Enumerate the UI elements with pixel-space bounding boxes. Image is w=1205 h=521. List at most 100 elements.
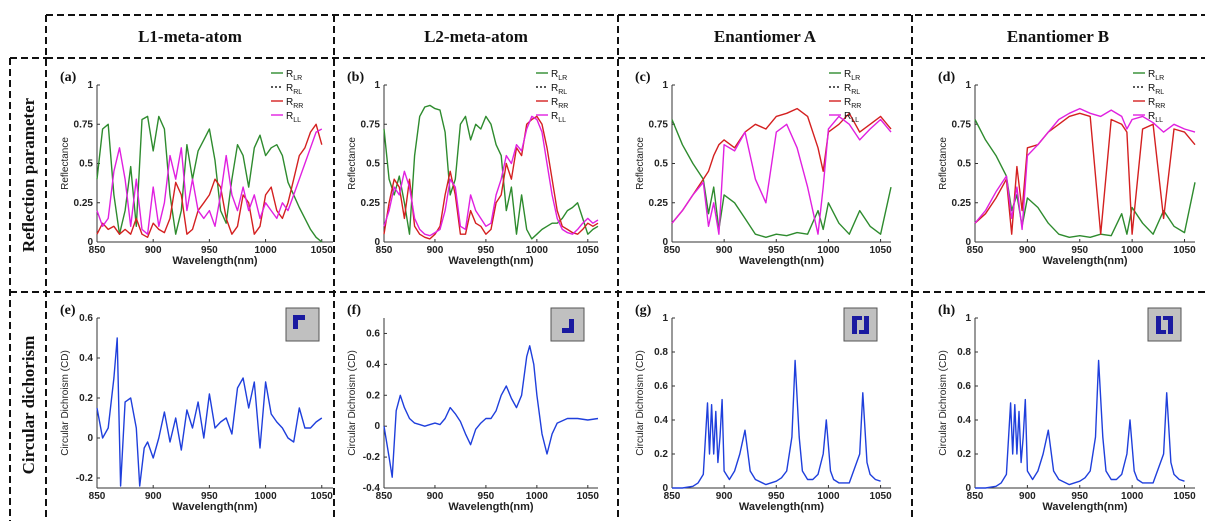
y-tick-label: 0.25 — [74, 198, 94, 209]
y-axis-title: Circular Dichroism (CD) — [347, 350, 358, 456]
y-axis-title: Circular Dichroism (CD) — [938, 350, 949, 456]
header-l1-meta-atom: L1-meta-atom — [138, 27, 242, 46]
y-tick-label: 0.5 — [366, 159, 380, 170]
inset-shape — [293, 315, 298, 329]
series-line-r-ll — [974, 107, 1196, 231]
y-tick-label: 0.75 — [74, 119, 94, 130]
x-axis-title: Wavelength(nm) — [448, 255, 533, 267]
x-tick-label: 1000 — [817, 491, 840, 502]
y-tick-label: 0 — [965, 483, 971, 494]
y-tick-label: 0.5 — [654, 159, 668, 170]
y-tick-label: 0.75 — [649, 119, 669, 130]
x-tick-label: 900 — [427, 491, 444, 502]
series-line-r-lr — [96, 115, 323, 243]
legend-label: RLR — [551, 69, 567, 82]
legend-label-subscript: LL — [851, 117, 859, 124]
x-tick-label: 900 — [427, 245, 444, 256]
y-tick-label: 0.2 — [957, 449, 971, 460]
legend-label-subscript: RR — [1155, 103, 1165, 110]
y-axis-title: Reflectance — [938, 137, 949, 190]
legend-label: RRR — [1148, 97, 1165, 110]
y-tick-label: 0.2 — [79, 393, 93, 404]
inset-background — [1147, 307, 1182, 342]
panel-label: (f) — [347, 303, 361, 318]
legend-label: RRL — [551, 83, 567, 96]
y-tick-label: 1 — [374, 80, 380, 91]
x-axis-title: Wavelength(nm) — [739, 501, 824, 513]
y-axis-title: Reflectance — [347, 137, 358, 190]
y-tick-label: 1 — [965, 313, 971, 324]
x-tick-label: 850 — [89, 491, 106, 502]
y-tick-label: -0.4 — [363, 483, 381, 494]
legend-label: RLR — [1148, 69, 1164, 82]
y-tick-label: 0 — [87, 433, 93, 444]
panel-label: (h) — [938, 303, 955, 318]
y-tick-label: 0.2 — [366, 390, 380, 401]
cd-curve — [975, 359, 1185, 489]
x-tick-label: 1000 — [1121, 245, 1144, 256]
x-axis-title: Wavelength(nm) — [739, 255, 824, 267]
x-tick-label: 950 — [768, 491, 785, 502]
y-tick-label: 1 — [662, 80, 668, 91]
y-tick-label: 0 — [662, 237, 668, 248]
panel-a: 850 900 950 1000 1050 0 0.25 0.5 0.75 1 Wavelength… — [60, 69, 333, 267]
x-tick-label: 950 — [478, 491, 495, 502]
x-tick-label: 850 — [664, 491, 681, 502]
y-tick-label: 0.4 — [366, 359, 380, 370]
legend-label-subscript: RL — [293, 89, 302, 96]
y-tick-label: 0 — [965, 237, 971, 248]
panel-label: (a) — [60, 70, 77, 85]
legend-label-subscript: LR — [1155, 75, 1164, 82]
x-axis-title: Wavelength(nm) — [172, 501, 257, 513]
inset-shape — [1163, 316, 1173, 320]
y-tick-label: 0.2 — [654, 449, 668, 460]
inset-shape — [1156, 330, 1166, 334]
legend-label: RLR — [844, 69, 860, 82]
inset-background — [843, 307, 878, 342]
panel-label: (c) — [635, 70, 651, 85]
inset-shape — [562, 328, 574, 333]
x-tick-label: 1050 — [311, 491, 334, 502]
y-tick-label: 0 — [374, 237, 380, 248]
x-tick-label: 1050 — [1173, 245, 1196, 256]
legend-label: RRR — [286, 97, 303, 110]
y-tick-label: 0 — [662, 483, 668, 494]
y-axis-title: Circular Dichroism (CD) — [635, 350, 646, 456]
x-tick-label: 850 — [664, 245, 681, 256]
series-line-r-rr — [671, 107, 892, 224]
legend-label: RRL — [844, 83, 860, 96]
legend-label-subscript: LL — [558, 117, 566, 124]
legend-label-subscript: LL — [293, 117, 301, 124]
y-tick-label: -0.2 — [76, 473, 94, 484]
cd-curve — [383, 345, 599, 478]
legend-label-subscript: RL — [558, 89, 567, 96]
legend-label: RLL — [286, 111, 301, 124]
legend-label: RRR — [551, 97, 568, 110]
cd-curve — [672, 359, 881, 489]
x-tick-label: 850 — [376, 491, 393, 502]
y-tick-label: 0.4 — [654, 415, 668, 426]
y-tick-label: 1 — [965, 80, 971, 91]
legend-label-subscript: RR — [558, 103, 568, 110]
x-tick-label: 1000 — [526, 245, 549, 256]
y-tick-label: 0.75 — [361, 119, 381, 130]
y-tick-label: -0.2 — [363, 452, 381, 463]
legend-label-subscript: LR — [293, 75, 302, 82]
cd-curve — [96, 337, 323, 487]
x-tick-label: 850 — [967, 491, 984, 502]
y-tick-label: 0.5 — [957, 159, 971, 170]
header-l2-meta-atom: L2-meta-atom — [424, 27, 528, 46]
series-line-r-rr — [383, 115, 599, 240]
x-tick-label: 1050 — [577, 245, 600, 256]
y-tick-label: 0.8 — [654, 347, 668, 358]
inset-shape — [852, 316, 857, 334]
legend-label: RLR — [286, 69, 302, 82]
legend-label: RRL — [1148, 83, 1164, 96]
y-tick-label: 0.6 — [654, 381, 668, 392]
y-tick-label: 1 — [87, 80, 93, 91]
inset-shape — [859, 330, 869, 334]
